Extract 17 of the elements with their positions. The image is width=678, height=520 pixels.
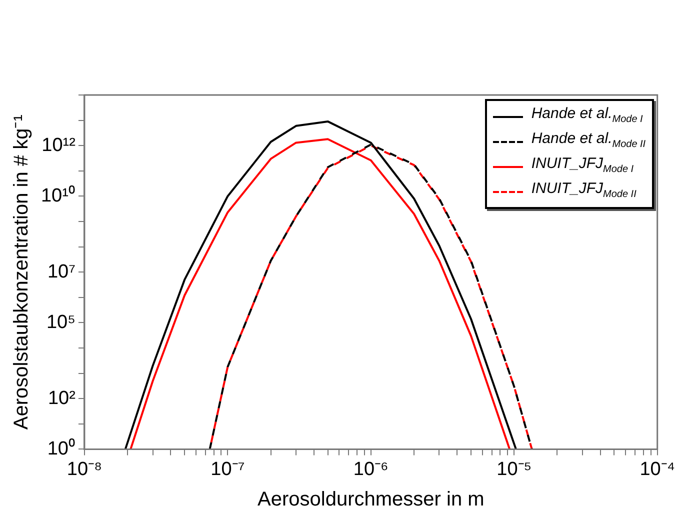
y-tick-label: 10⁰ (47, 437, 76, 460)
x-axis-title: Aerosoldurchmesser in m (258, 488, 484, 511)
y-tick-label: 10⁵ (46, 312, 76, 333)
x-tick-label: 10⁻⁸ (66, 458, 102, 480)
legend-label: INUIT_JFJ$_{Mode II}$ (531, 179, 636, 202)
legend-label: Hande et al.$_{Mode II}$ (531, 129, 646, 152)
y-tick-label: 10⁷ (47, 261, 76, 282)
x-tick-label: 10⁻⁷ (210, 458, 245, 480)
legend-label: INUIT_JFJ$_{Mode I}$ (531, 154, 634, 177)
y-tick-label: 10² (48, 388, 76, 409)
y-axis-title: Aerosolstaubkonzentration in # kg⁻¹ (10, 114, 33, 430)
x-tick-label: 10⁻⁴ (640, 458, 676, 480)
x-tick-label: 10⁻⁵ (496, 458, 532, 480)
y-tick-label: 10¹² (42, 134, 76, 156)
y-tick-label: 10¹⁰ (40, 184, 76, 206)
x-tick-label: 10⁻⁶ (353, 458, 388, 480)
legend-label: Hande et al.$_{Mode I}$ (531, 104, 643, 127)
